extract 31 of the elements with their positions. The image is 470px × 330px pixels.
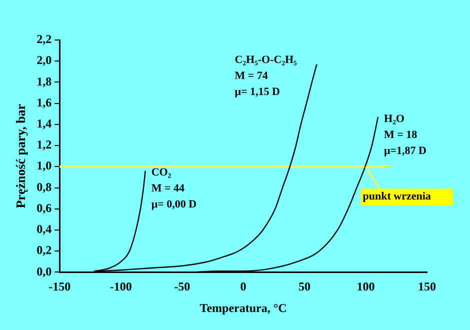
x-tick-label: 0 [240, 279, 246, 294]
y-tick-label: 2,2 [36, 32, 52, 46]
y-tick-label: 0,0 [36, 264, 52, 278]
series-label: H₂O [384, 112, 405, 125]
series-label: C₂H₅-O-C₂H₅ [234, 54, 298, 66]
series-label: CO₂ [151, 166, 172, 179]
x-tick-label: 150 [418, 279, 436, 294]
annotation: μ= 0,00 D [151, 198, 197, 211]
x-tick-label: 50 [298, 279, 311, 294]
annotation: μ= 1,15 D [234, 86, 280, 98]
y-tick-label: 0,2 [36, 243, 52, 258]
x-tick-label: -50 [174, 279, 190, 294]
annotation: M = 44 [151, 182, 185, 195]
annotation: μ=1,87 D [384, 144, 427, 157]
x-axis-title: Temperatura, °C [200, 300, 287, 315]
y-tick-label: 1,6 [36, 95, 52, 110]
x-tick-label: -150 [48, 279, 71, 294]
x-tick-label: -100 [110, 279, 132, 294]
y-tick-label: 0,6 [36, 200, 52, 215]
annotation: M = 74 [234, 70, 268, 82]
y-tick-label: 1,8 [36, 74, 52, 88]
y-tick-label: 2,0 [36, 53, 52, 68]
y-axis-title: Prężność pary, bar [13, 104, 28, 208]
y-tick-label: 0,4 [36, 222, 52, 236]
annotation: punkt wrzenia [362, 190, 432, 202]
y-tick-label: 1,0 [36, 158, 52, 173]
y-tick-label: 0,8 [36, 180, 52, 194]
y-tick-label: 1,4 [36, 116, 52, 131]
annotation: M = 18 [384, 128, 418, 141]
y-tick-label: 1,2 [36, 138, 52, 152]
x-tick-label: 100 [356, 279, 375, 294]
